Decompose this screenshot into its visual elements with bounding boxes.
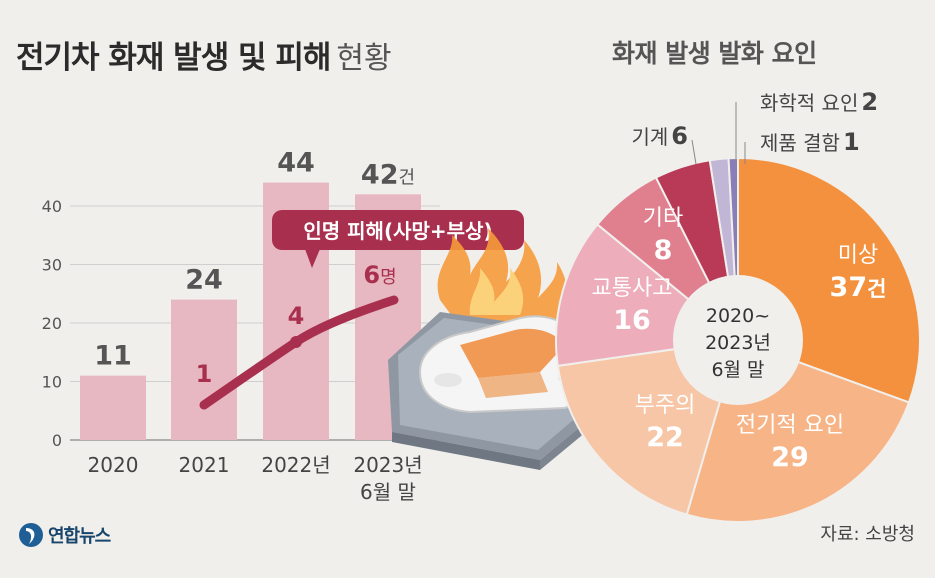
pie-center-label: 2023년: [705, 332, 771, 354]
pie-outside-value: 1: [843, 128, 860, 156]
pie-outside-label: 화학적 요인 2: [760, 88, 878, 116]
line-value-label: 1: [196, 360, 213, 388]
bar: [80, 375, 146, 440]
line-value-label: 4: [288, 302, 305, 330]
bar-value-label: 24: [185, 265, 223, 296]
x-tick-label: 2021: [179, 453, 230, 477]
x-tick-label: 2022년: [261, 453, 330, 477]
y-tick-label: 20: [42, 314, 62, 333]
x-tick-label: 6월 말: [360, 480, 416, 504]
x-tick-label: 2020: [88, 453, 139, 477]
pie-slice-label: 전기적 요인: [736, 413, 844, 438]
line-value-unit: 명: [380, 267, 397, 288]
pie-center-label: 2020~: [706, 305, 770, 327]
pie-slice-label: 부주의: [635, 393, 696, 418]
pie-slice-unit: 건: [867, 277, 886, 301]
pie-outside-value: 2: [861, 88, 878, 116]
source-note: 자료: 소방청: [820, 524, 915, 545]
pie-center-label: 6월 말: [711, 359, 764, 381]
pie-chart-title: 화재 발생 발화 요인: [612, 39, 817, 68]
pie-outside-label: 기계 6: [631, 122, 688, 150]
line-point: [290, 336, 302, 348]
page-title: 전기차 화재 발생 및 피해 현황: [16, 32, 392, 77]
bar-chart: 0 10 20 30 40 11 2020 24 2021 44 2022년 42건 2023년 6월 말…: [42, 148, 524, 504]
bar-value-label: 42건: [361, 159, 415, 190]
logo-text: 연합뉴스: [48, 526, 111, 547]
callout-pointer: [305, 249, 320, 268]
pie-slice-value: 29: [771, 442, 809, 473]
pie-slice-label: 기타: [643, 206, 683, 231]
title-main: 전기차 화재 발생 및 피해: [16, 40, 331, 76]
bar-value-label: 11: [94, 341, 132, 372]
callout-text: 인명 피해(사망+부상): [303, 219, 492, 243]
pie-outside-label: 제품 결함 1: [760, 128, 860, 156]
callout-bubble: [272, 210, 524, 250]
pie-slice-value: 22: [646, 422, 684, 453]
pie-outside-value: 6: [671, 122, 688, 150]
y-tick-label: 10: [42, 373, 62, 392]
pie-slice-value: 16: [613, 305, 651, 336]
pie-leader-line: [691, 139, 697, 165]
bar-value-label: 44: [277, 148, 315, 179]
title-sub: 현황: [336, 41, 392, 76]
pie-center-hole: [673, 275, 803, 405]
pie-slice-label: 미상: [838, 243, 878, 268]
bar: [171, 299, 237, 440]
pie-slice-label: 교통사고: [592, 276, 673, 301]
x-tick-label: 2023년: [353, 453, 422, 477]
y-tick-label: 0: [52, 431, 62, 450]
yonhap-logo-icon: [19, 523, 43, 547]
logo: 연합뉴스: [18, 522, 111, 548]
y-tick-label: 40: [42, 197, 62, 216]
pie-slice-value: 8: [654, 235, 673, 266]
bar-value-unit: 건: [399, 167, 416, 188]
y-tick-label: 30: [42, 256, 62, 275]
pie-slice-value: 37건: [830, 272, 887, 303]
